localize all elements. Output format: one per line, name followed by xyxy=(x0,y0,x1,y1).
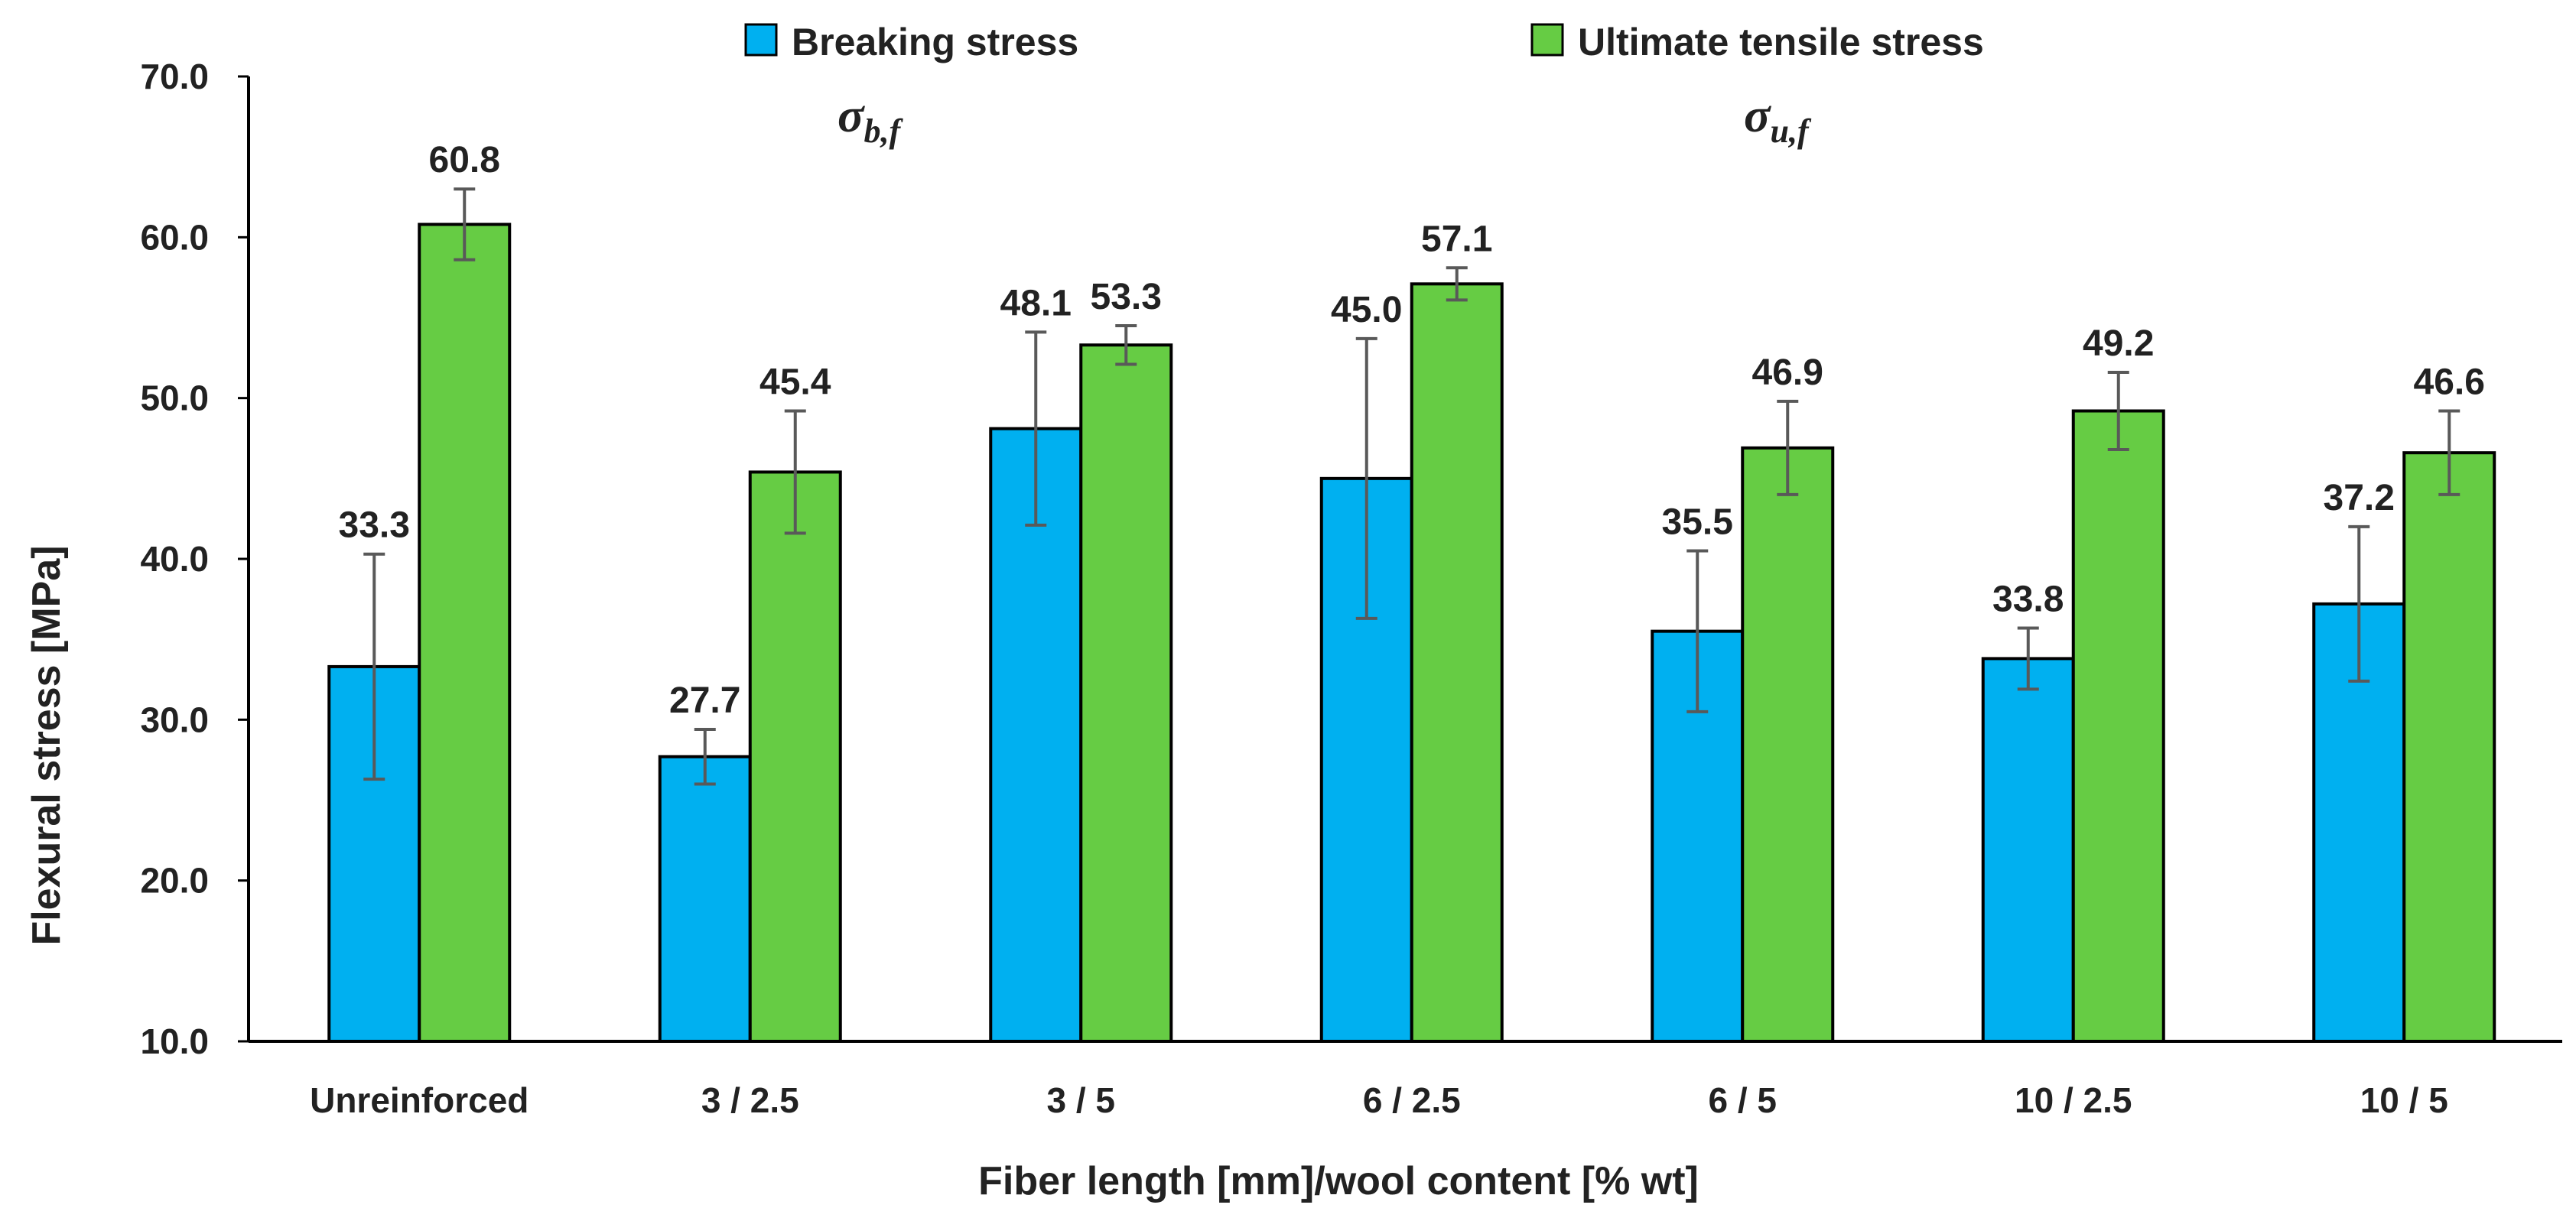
error-bars xyxy=(363,187,2461,786)
sigma-symbol-ultimate: σ xyxy=(1744,88,1771,142)
axes: 10.0 20.0 30.0 40.0 50.0 60.0 70.0 Unreinforced… xyxy=(140,57,2562,1120)
ultimate-tensile-stress-value-label: 49.2 xyxy=(2083,323,2154,364)
breaking-stress-value-label: 27.7 xyxy=(669,680,740,721)
ultimate-tensile-stress-bar[interactable] xyxy=(418,222,512,1043)
bars xyxy=(327,222,2496,1044)
sigma-symbol-breaking: σ xyxy=(838,88,865,142)
y-tick-label: 70.0 xyxy=(140,57,209,96)
ultimate-tensile-stress-value-label: 46.9 xyxy=(1752,352,1823,393)
data-labels: 33.3 60.8 27.7 45.4 48.1 53.3 45.0 57.1 35.5 46.9… xyxy=(339,140,2485,721)
sigma-label-breaking: σb,f xyxy=(838,88,904,150)
sigma-label-ultimate: σu,f xyxy=(1744,88,1812,150)
legend: Breaking stress Ultimate tensile stress … xyxy=(744,21,1984,150)
y-tick-label: 10.0 xyxy=(140,1021,209,1061)
legend-label-breaking-stress: Breaking stress xyxy=(792,21,1078,63)
breaking-stress-value-label: 33.8 xyxy=(1992,579,2064,619)
breaking-stress-value-label: 33.3 xyxy=(339,505,410,546)
breaking-stress-value-label: 35.5 xyxy=(1662,502,1733,542)
ultimate-tensile-stress-bar[interactable] xyxy=(1079,343,1173,1043)
legend-label-ultimate-tensile-stress: Ultimate tensile stress xyxy=(1578,21,1984,63)
y-axis-title: Flexural stress [MPa] xyxy=(24,545,69,945)
breaking-stress-bar[interactable] xyxy=(658,755,752,1044)
x-tick-label: 6 / 2.5 xyxy=(1363,1080,1461,1120)
x-tick-label: 3 / 2.5 xyxy=(701,1080,799,1120)
breaking-stress-bar[interactable] xyxy=(1981,657,2075,1043)
y-tick-label: 40.0 xyxy=(140,539,209,579)
x-tick-label: Unreinforced xyxy=(310,1080,529,1120)
sigma-subscript-breaking: b,f xyxy=(864,112,904,150)
ultimate-tensile-stress-value-label: 60.8 xyxy=(429,140,500,180)
breaking-stress-value-label: 45.0 xyxy=(1331,290,1402,330)
ultimate-tensile-stress-value-label: 57.1 xyxy=(1421,219,1492,259)
y-tick-label: 30.0 xyxy=(140,700,209,739)
x-tick-label: 3 / 5 xyxy=(1046,1080,1115,1120)
y-tick-label: 20.0 xyxy=(140,861,209,901)
ultimate-tensile-stress-bar[interactable] xyxy=(2402,451,2496,1043)
x-axis-title: Fiber length [mm]/wool content [% wt] xyxy=(978,1159,1699,1203)
ultimate-tensile-stress-bar[interactable] xyxy=(1741,446,1835,1043)
legend-swatch-breaking-stress xyxy=(744,23,778,57)
ultimate-tensile-stress-bar[interactable] xyxy=(1410,282,1504,1043)
y-tick-label: 60.0 xyxy=(140,217,209,257)
ultimate-tensile-stress-value-label: 53.3 xyxy=(1091,277,1162,317)
legend-item-ultimate-tensile-stress[interactable]: Ultimate tensile stress xyxy=(1530,21,1984,63)
ultimate-tensile-stress-bar[interactable] xyxy=(748,470,842,1043)
ultimate-tensile-stress-value-label: 45.4 xyxy=(759,362,831,402)
breaking-stress-bar[interactable] xyxy=(989,427,1083,1043)
x-tick-label: 10 / 2.5 xyxy=(2015,1080,2132,1120)
ultimate-tensile-stress-bar[interactable] xyxy=(2071,409,2165,1043)
sigma-subscript-ultimate: u,f xyxy=(1771,112,1812,150)
y-tick-label: 50.0 xyxy=(140,378,209,418)
breaking-stress-value-label: 37.2 xyxy=(2324,478,2395,518)
breaking-stress-value-label: 48.1 xyxy=(1000,283,1072,323)
x-tick-label: 6 / 5 xyxy=(1708,1080,1777,1120)
ultimate-tensile-stress-value-label: 46.6 xyxy=(2414,362,2485,402)
legend-item-breaking-stress[interactable]: Breaking stress xyxy=(744,21,1078,63)
x-tick-label: 10 / 5 xyxy=(2360,1080,2448,1120)
legend-swatch-ultimate-tensile-stress xyxy=(1530,23,1564,57)
